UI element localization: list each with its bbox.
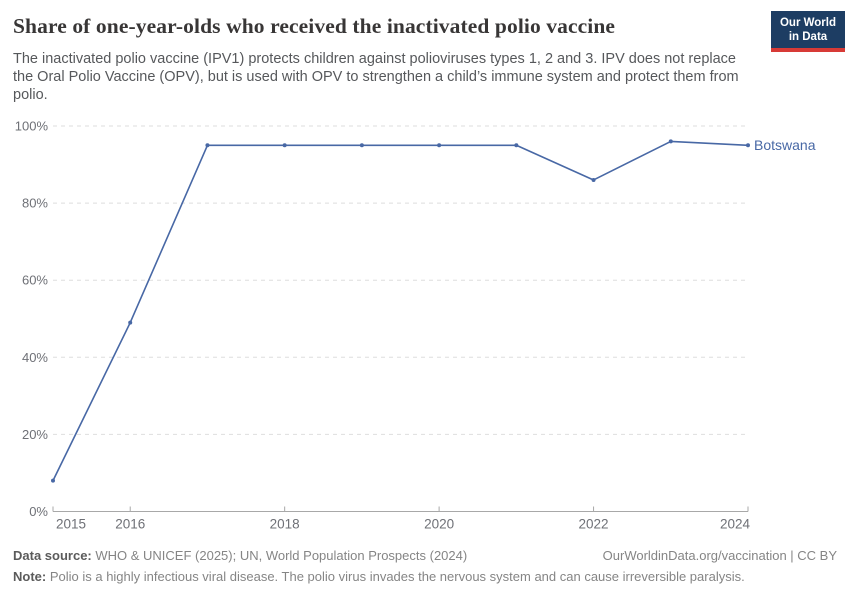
y-tick-label-60: 60% (22, 273, 48, 288)
note-label: Note: (13, 569, 47, 584)
owid-logo-line2: in Data (788, 31, 828, 43)
data-point-botswana-2023[interactable] (668, 139, 673, 144)
data-point-botswana-2016[interactable] (128, 320, 133, 325)
x-tick-label-2024: 2024 (720, 517, 751, 532)
data-point-botswana-2018[interactable] (282, 143, 287, 148)
y-tick-label-100: 100% (15, 119, 49, 134)
y-tick-label-80: 80% (22, 196, 48, 211)
data-source-label: Data source: (13, 548, 92, 563)
chart-footer: Data source: WHO & UNICEF (2025); UN, Wo… (13, 545, 837, 587)
y-tick-label-40: 40% (22, 350, 48, 365)
data-point-botswana-2021[interactable] (514, 143, 519, 148)
line-chart-canvas[interactable]: 0% 20% 40% 60% 80% 100% 2015 2016 2018 2020 2022 20… (0, 113, 850, 548)
data-point-botswana-2017[interactable] (205, 143, 210, 148)
rights-link[interactable]: OurWorldinData.org/vaccination | CC BY (602, 548, 837, 563)
x-tick-label-2016: 2016 (115, 517, 145, 532)
data-point-botswana-2024[interactable] (746, 143, 750, 148)
data-source-text: WHO & UNICEF (2025); UN, World Populatio… (91, 548, 468, 563)
data-point-botswana-2022[interactable] (591, 177, 596, 182)
data-point-botswana-2015[interactable] (51, 478, 55, 483)
chart-title: Share of one-year-olds who received the … (13, 14, 616, 38)
note-text: Polio is a highly infectious viral disea… (46, 569, 745, 584)
x-tick-label-2015: 2015 (56, 517, 86, 532)
x-tick-label-2018: 2018 (270, 517, 300, 532)
series-line-botswana[interactable] (52, 140, 749, 482)
x-tick-label-2020: 2020 (424, 517, 454, 532)
owid-logo[interactable]: Our World in Data (771, 11, 845, 52)
data-point-botswana-2020[interactable] (437, 143, 442, 148)
data-source-line: Data source: WHO & UNICEF (2025); UN, Wo… (13, 545, 467, 566)
y-tick-label-20: 20% (22, 427, 48, 442)
y-tick-label-0: 0% (29, 504, 48, 519)
entity-label-botswana[interactable]: Botswana (754, 137, 816, 153)
chart-subtitle: The inactivated polio vaccine (IPV1) pro… (13, 51, 739, 103)
data-point-botswana-2019[interactable] (359, 143, 364, 148)
x-tick-label-2022: 2022 (579, 517, 609, 532)
owid-logo-line1: Our World (779, 17, 836, 29)
